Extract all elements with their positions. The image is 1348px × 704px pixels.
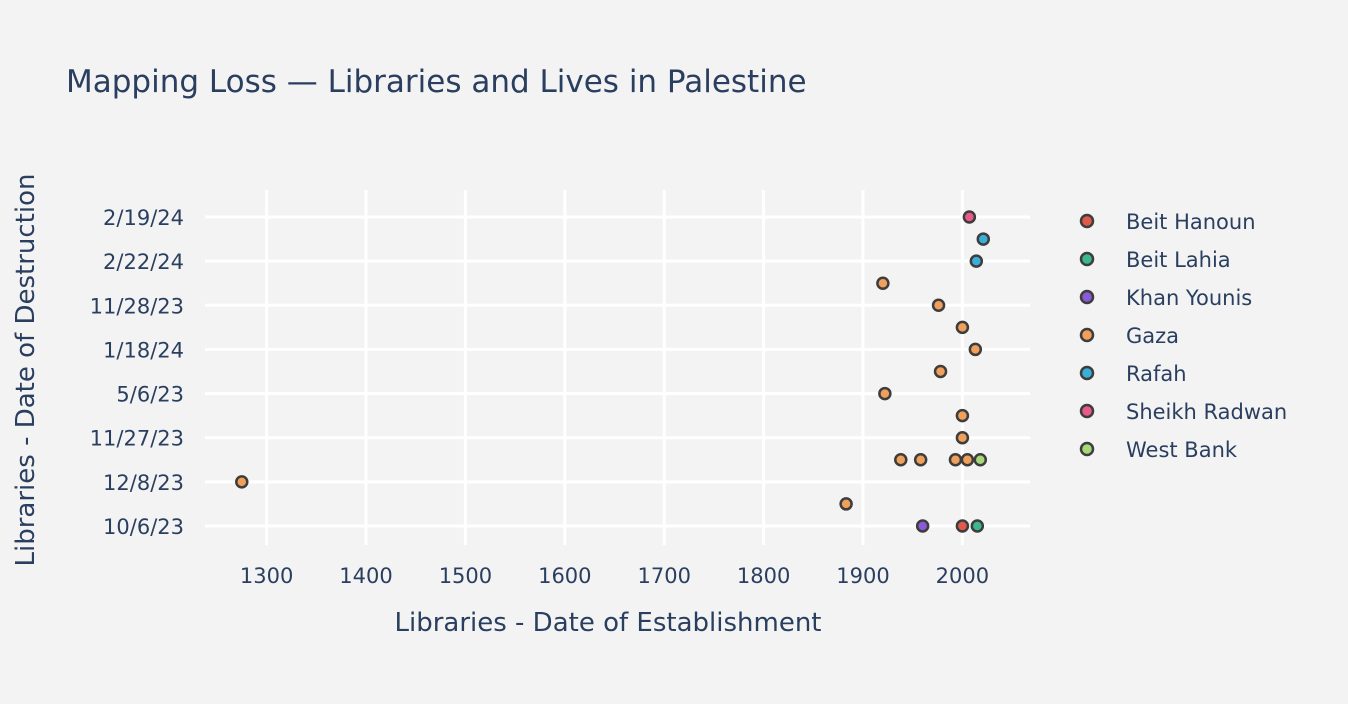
- data-points: [235, 210, 991, 533]
- y-tick-label: 2/19/24: [103, 206, 184, 230]
- y-tick-label: 11/27/23: [90, 427, 184, 451]
- legend-label: Beit Lahia: [1126, 248, 1231, 272]
- x-axis-ticks: 1300 1400 1500 1600 1700 1800 1900 2000: [240, 564, 989, 588]
- data-point: [948, 453, 963, 467]
- data-point: [955, 430, 970, 445]
- data-point: [969, 254, 984, 268]
- data-point: [894, 453, 908, 467]
- y-tick-label: 10/6/23: [103, 515, 184, 539]
- data-point: [915, 519, 930, 533]
- legend-marker: [1079, 327, 1095, 343]
- data-point: [955, 408, 970, 423]
- chart-title: Mapping Loss — Libraries and Lives in Pa…: [66, 64, 807, 100]
- legend-label: Sheikh Radwan: [1126, 400, 1287, 424]
- legend-label: Rafah: [1126, 362, 1187, 386]
- data-point: [962, 210, 977, 224]
- y-axis-title: Libraries - Date of Destruction: [11, 174, 41, 567]
- data-point: [960, 453, 975, 467]
- x-tick-label: 1500: [439, 564, 492, 588]
- legend-item[interactable]: Rafah: [1079, 362, 1187, 386]
- y-tick-label: 12/8/23: [103, 471, 184, 495]
- data-point: [970, 519, 985, 533]
- legend-label: Khan Younis: [1126, 286, 1252, 310]
- legend-label: Gaza: [1126, 324, 1179, 348]
- legend-marker: [1079, 441, 1095, 457]
- y-tick-label: 1/18/24: [103, 338, 184, 362]
- data-point: [839, 497, 853, 511]
- legend-item[interactable]: Beit Hanoun: [1079, 210, 1256, 234]
- legend-marker: [1079, 213, 1095, 229]
- data-point: [933, 364, 948, 379]
- data-point: [878, 386, 892, 401]
- x-tick-label: 1900: [836, 564, 889, 588]
- data-point: [976, 232, 991, 246]
- x-tick-label: 1300: [240, 564, 293, 588]
- legend-marker: [1079, 251, 1095, 267]
- data-point: [955, 320, 970, 335]
- legend[interactable]: Beit Hanoun Beit Lahia Khan Younis Gaza Rafa…: [1079, 210, 1287, 462]
- legend-item[interactable]: Beit Lahia: [1079, 248, 1231, 272]
- data-point: [968, 342, 983, 357]
- legend-label: West Bank: [1126, 438, 1238, 462]
- y-tick-label: 2/22/24: [103, 250, 184, 274]
- data-point: [913, 453, 928, 467]
- data-point: [973, 453, 988, 467]
- legend-item[interactable]: Sheikh Radwan: [1079, 400, 1287, 424]
- x-tick-label: 1400: [339, 564, 392, 588]
- y-tick-label: 11/28/23: [90, 294, 184, 318]
- data-point: [955, 519, 970, 533]
- legend-item[interactable]: West Bank: [1079, 438, 1238, 462]
- legend-item[interactable]: Gaza: [1079, 324, 1179, 348]
- data-point: [931, 298, 946, 313]
- y-tick-label: 5/6/23: [116, 383, 184, 407]
- x-tick-label: 1700: [637, 564, 690, 588]
- grid: [205, 190, 1030, 545]
- x-tick-label: 1800: [737, 564, 790, 588]
- legend-item[interactable]: Khan Younis: [1079, 286, 1252, 310]
- x-tick-label: 2000: [936, 564, 989, 588]
- legend-marker: [1079, 289, 1095, 305]
- data-point: [235, 475, 249, 489]
- legend-label: Beit Hanoun: [1126, 210, 1256, 234]
- x-axis-title: Libraries - Date of Establishment: [394, 608, 821, 638]
- legend-marker: [1079, 365, 1095, 381]
- data-point: [876, 276, 890, 290]
- y-axis-ticks: 10/6/23 12/8/23 11/27/23 5/6/23 1/18/24 11/28…: [90, 206, 184, 539]
- x-tick-label: 1600: [538, 564, 591, 588]
- legend-marker: [1079, 403, 1095, 419]
